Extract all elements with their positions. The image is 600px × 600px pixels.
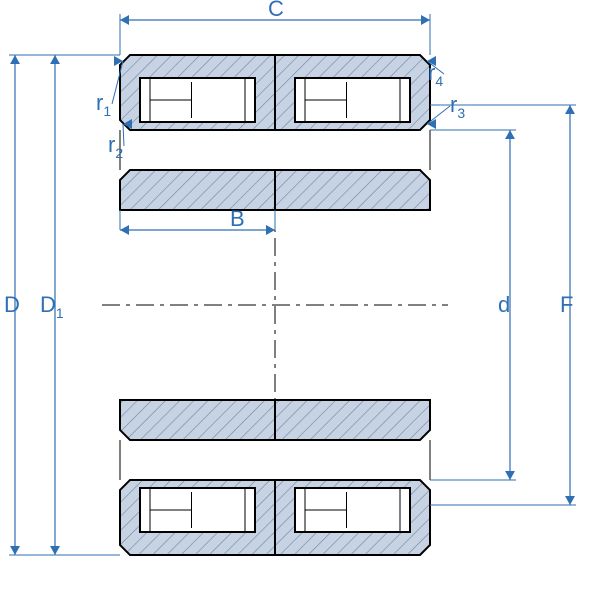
label-B: B	[230, 206, 245, 231]
label-r3: r3	[450, 92, 465, 121]
label-D: D	[4, 292, 20, 317]
bearing-cross-section-diagram: CBDD1dFr1r2r3r4	[0, 0, 600, 600]
label-F: F	[560, 292, 573, 317]
label-r1: r1	[96, 90, 111, 119]
label-C: C	[268, 0, 284, 21]
label-d: d	[498, 292, 510, 317]
label-r2: r2	[108, 132, 123, 161]
label-D1: D1	[40, 292, 64, 321]
